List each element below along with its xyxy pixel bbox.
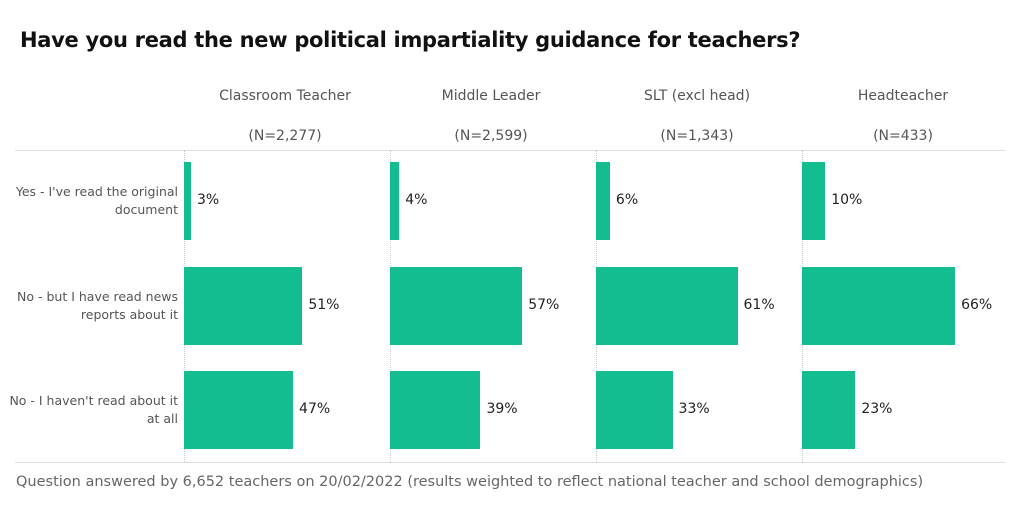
data-label: 39%	[486, 401, 518, 417]
data-label: 3%	[196, 192, 220, 208]
data-label: 47%	[299, 401, 331, 417]
bar	[802, 371, 856, 449]
footnote: Question answered by 6,652 teachers on 2…	[16, 474, 924, 490]
bar	[596, 162, 610, 240]
bar	[596, 371, 673, 449]
panel-n: (N=1,343)	[660, 128, 734, 144]
bar	[802, 162, 826, 240]
bar	[184, 162, 191, 240]
data-label: 51%	[308, 297, 340, 313]
row-label: No - but I have read news reports about …	[17, 289, 178, 322]
chart-title: Have you read the new political impartia…	[20, 28, 801, 52]
bar	[184, 267, 303, 345]
bar	[390, 371, 481, 449]
bar	[802, 267, 956, 345]
panel-header: SLT (excl head)	[643, 88, 751, 104]
row-label: No - I haven't read about it at all	[9, 393, 178, 426]
bar	[390, 267, 523, 345]
bar	[390, 162, 400, 240]
panel-header: Middle Leader	[441, 88, 541, 104]
data-label: 6%	[615, 192, 639, 208]
bottom-divider	[15, 462, 1005, 463]
panel-n: (N=2,599)	[454, 128, 528, 144]
row-label: Yes - I've read the original document	[15, 184, 178, 217]
data-label: 10%	[831, 192, 863, 208]
data-label: 61%	[743, 297, 775, 313]
data-label: 33%	[678, 401, 710, 417]
panel-header: Classroom Teacher	[219, 88, 351, 104]
bar	[596, 267, 738, 345]
data-label: 23%	[861, 401, 893, 417]
bar	[184, 371, 294, 449]
data-label: 66%	[961, 297, 993, 313]
panel-n: (N=2,277)	[248, 128, 322, 144]
data-label: 57%	[528, 297, 560, 313]
panel-header: Headteacher	[857, 88, 949, 104]
panel-n: (N=433)	[873, 128, 933, 144]
top-divider	[15, 150, 1005, 151]
data-label: 4%	[405, 192, 428, 208]
